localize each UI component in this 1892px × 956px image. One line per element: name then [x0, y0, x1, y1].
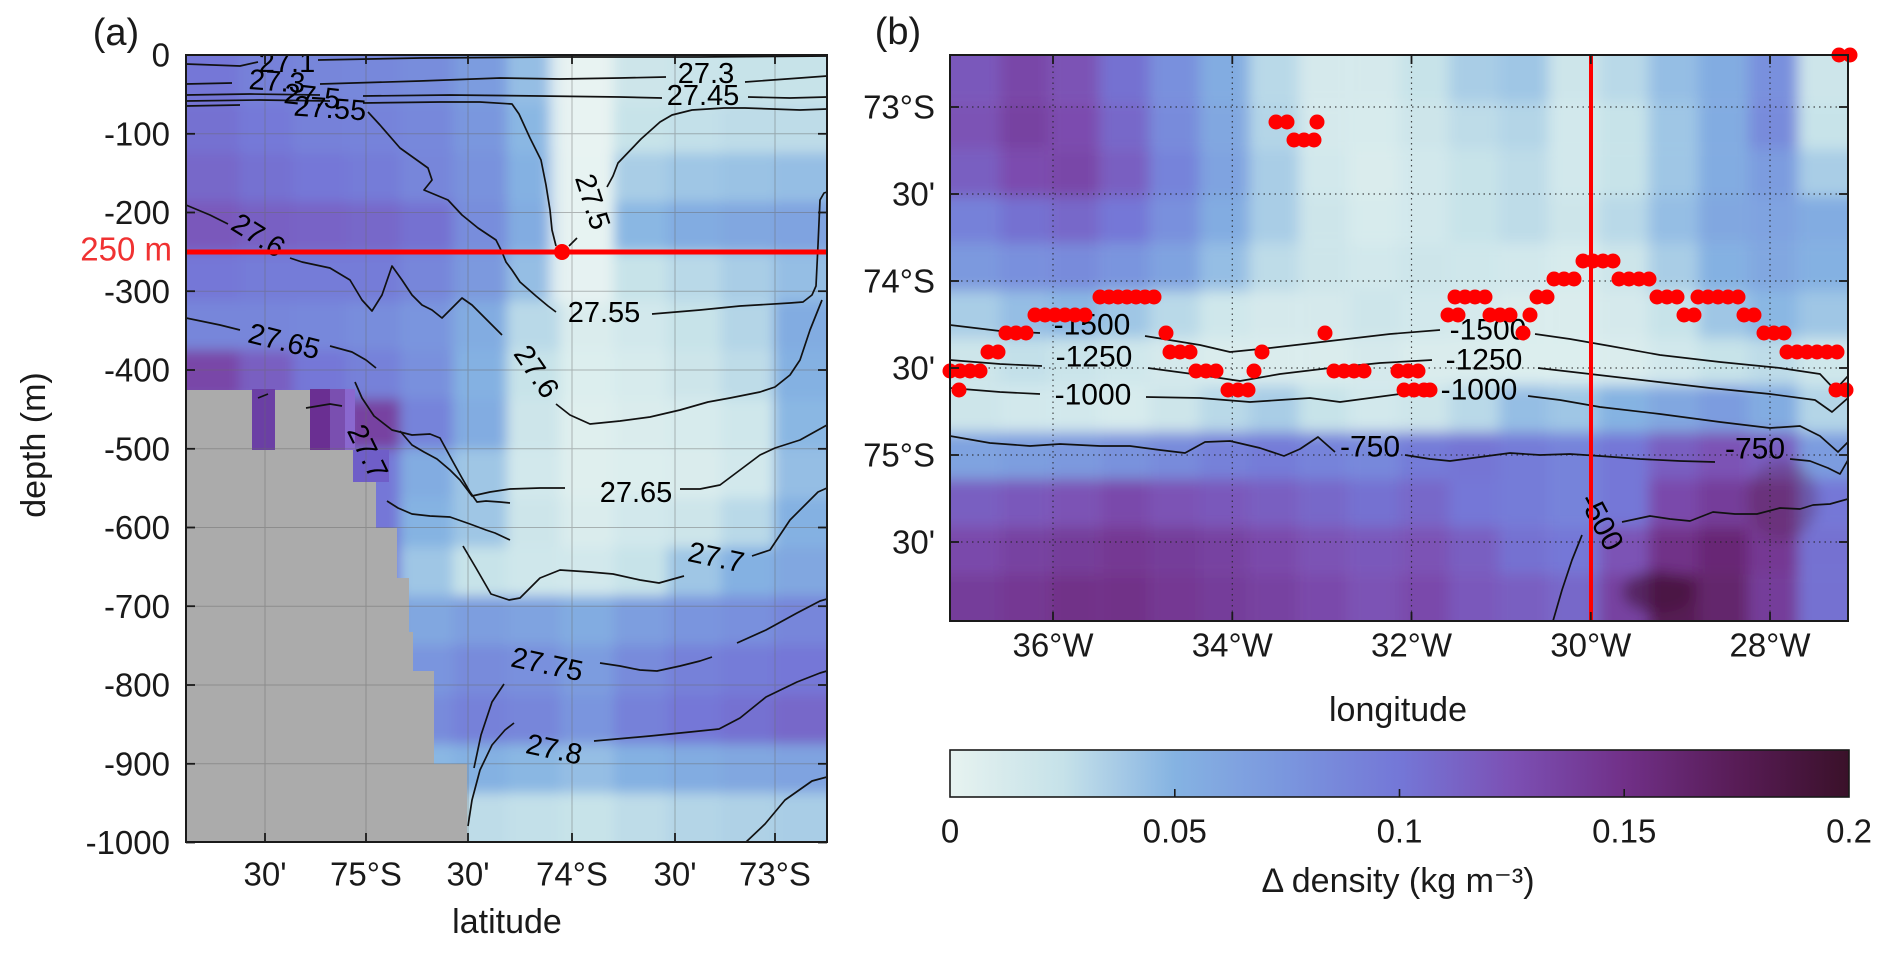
svg-text:27.55: 27.55 [568, 297, 641, 329]
svg-text:0.2: 0.2 [1826, 813, 1872, 850]
svg-text:30°W: 30°W [1550, 627, 1632, 664]
svg-text:0: 0 [941, 813, 959, 850]
svg-text:-900: -900 [104, 745, 170, 782]
svg-text:(a): (a) [93, 12, 139, 54]
svg-text:-1000: -1000 [1055, 379, 1132, 412]
svg-text:36°W: 36°W [1012, 627, 1094, 664]
svg-text:30': 30' [892, 350, 935, 387]
svg-text:0: 0 [152, 37, 170, 74]
svg-text:74°S: 74°S [863, 263, 935, 300]
svg-text:32°W: 32°W [1371, 627, 1453, 664]
svg-text:Δ density (kg m⁻³): Δ density (kg m⁻³) [1261, 862, 1534, 900]
svg-text:34°W: 34°W [1192, 627, 1274, 664]
svg-text:-750: -750 [1340, 431, 1400, 464]
svg-text:250 m: 250 m [80, 231, 172, 268]
svg-text:27.5: 27.5 [282, 78, 341, 116]
svg-text:27.55: 27.55 [293, 91, 368, 128]
svg-text:30': 30' [892, 524, 935, 561]
svg-text:-700: -700 [104, 588, 170, 625]
svg-text:-750: -750 [1725, 433, 1785, 466]
svg-text:-600: -600 [104, 509, 170, 546]
svg-text:latitude: latitude [452, 903, 562, 941]
svg-text:27.65: 27.65 [600, 477, 673, 509]
svg-text:-300: -300 [104, 273, 170, 310]
svg-text:28°W: 28°W [1729, 627, 1811, 664]
svg-text:(b): (b) [875, 11, 921, 53]
svg-text:depth (m): depth (m) [15, 372, 53, 518]
svg-text:-400: -400 [104, 352, 170, 389]
svg-text:-1250: -1250 [1056, 341, 1133, 374]
svg-text:longitude: longitude [1329, 691, 1467, 729]
svg-text:27.3: 27.3 [678, 58, 734, 90]
svg-text:27.3: 27.3 [248, 64, 307, 100]
svg-text:-800: -800 [104, 667, 170, 704]
svg-text:-1000: -1000 [1441, 374, 1518, 407]
svg-text:30': 30' [892, 176, 935, 213]
svg-text:-200: -200 [104, 194, 170, 231]
svg-text:27.45: 27.45 [667, 80, 740, 112]
svg-text:74°S: 74°S [536, 856, 608, 893]
svg-text:-100: -100 [104, 115, 170, 152]
svg-text:0.15: 0.15 [1592, 813, 1656, 850]
svg-text:30': 30' [446, 856, 489, 893]
svg-text:-1000: -1000 [86, 824, 170, 861]
svg-text:30': 30' [653, 856, 696, 893]
svg-text:0.05: 0.05 [1143, 813, 1207, 850]
svg-text:0.1: 0.1 [1377, 813, 1423, 850]
svg-text:75°S: 75°S [863, 437, 935, 474]
svg-text:75°S: 75°S [330, 856, 402, 893]
svg-text:30': 30' [243, 856, 286, 893]
svg-text:73°S: 73°S [739, 856, 811, 893]
svg-text:73°S: 73°S [863, 89, 935, 126]
svg-text:-1250: -1250 [1446, 344, 1523, 377]
svg-text:-500: -500 [104, 430, 170, 467]
svg-text:27.1: 27.1 [259, 47, 315, 79]
